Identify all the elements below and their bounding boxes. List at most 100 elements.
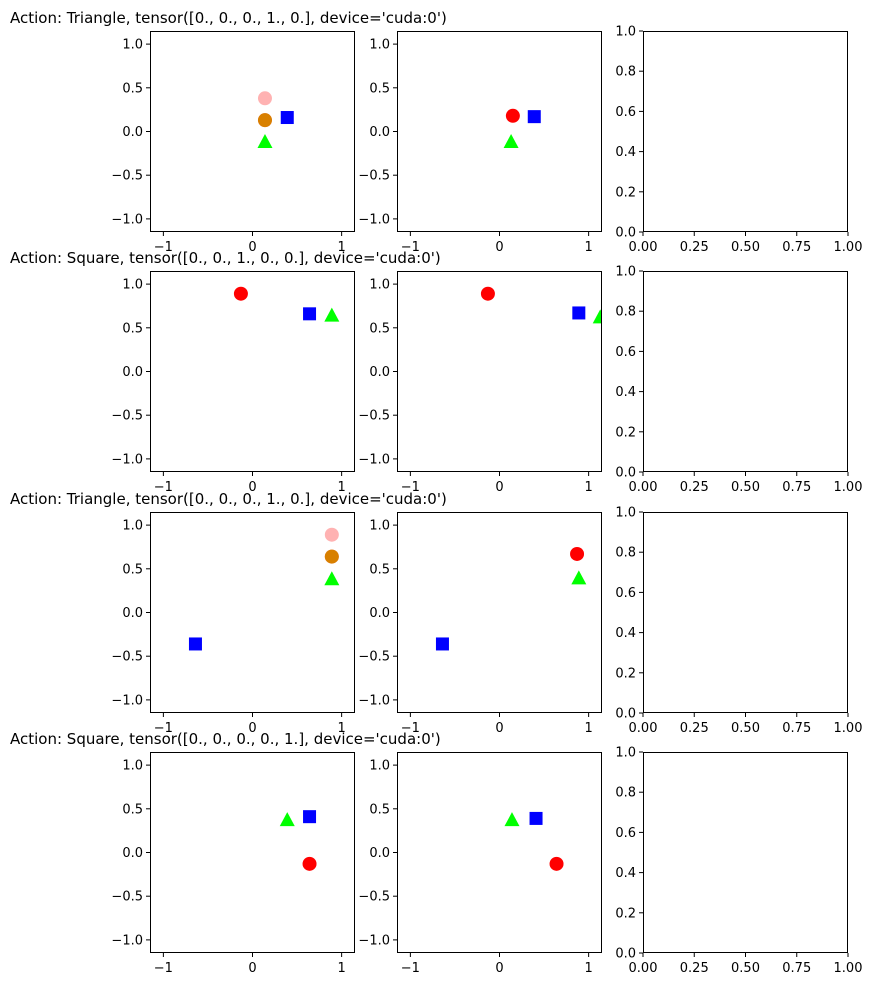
x-tick-label: 1.00 (834, 961, 863, 976)
axes-frame (150, 512, 355, 713)
row-title: Action: Triangle, tensor([0., 0., 0., 1.… (10, 9, 447, 27)
x-tick-label: 0.00 (629, 240, 658, 255)
y-tick-label: −0.5 (358, 890, 390, 905)
subplot-r4-c1: −1 0 1 −1.0 −0.5 0.0 0.5 1.0 (111, 752, 355, 976)
row-title: Action: Square, tensor([0., 0., 0., 0., … (10, 730, 441, 748)
circle-marker (302, 856, 317, 871)
x-tick-label: 0.50 (731, 240, 760, 255)
y-tick-label: −1.0 (358, 933, 390, 948)
triangle-marker (504, 812, 520, 827)
circle-marker (570, 546, 585, 561)
y-tick-label: 0.6 (615, 345, 636, 360)
circle-marker (324, 549, 339, 564)
subplot-r4-c3: 0.00 0.25 0.50 0.75 1.00 0.0 0.2 0.4 0.6 0.8 1.0 (615, 746, 862, 977)
triangle-marker (279, 812, 295, 827)
y-tick-label: 1.0 (369, 278, 390, 293)
y-tick-label: 1.0 (369, 759, 390, 774)
square-marker (529, 811, 543, 825)
y-tick-label: 1.0 (122, 759, 143, 774)
y-tick-label: 0.8 (615, 546, 636, 561)
y-tick-label: 0.5 (122, 321, 143, 336)
y-tick-label: −1.0 (111, 693, 143, 708)
circle-marker (257, 113, 272, 128)
axes-frame (397, 512, 602, 713)
y-tick-label: 0.8 (615, 65, 636, 80)
subplot-r2-c1: −1 0 1 −1.0 −0.5 0.0 0.5 1.0 (111, 271, 355, 495)
axes-frame (150, 31, 355, 232)
axes-frame (150, 271, 355, 472)
row-title: Action: Triangle, tensor([0., 0., 0., 1.… (10, 490, 447, 508)
triangle-marker (324, 571, 340, 586)
x-tick-label: −1 (401, 240, 420, 255)
plot-area (643, 512, 848, 713)
square-marker (303, 307, 317, 321)
x-tick-label: −1 (401, 961, 420, 976)
plot-area (150, 512, 355, 713)
y-tick-label: 0.0 (369, 606, 390, 621)
x-tick-label: 0 (495, 721, 503, 736)
y-tick-label: 1.0 (369, 38, 390, 53)
square-marker (188, 637, 202, 651)
markers (233, 286, 340, 322)
y-tick-label: 0.0 (122, 365, 143, 380)
x-tick-label: 0 (495, 480, 503, 495)
plot-area (397, 271, 602, 472)
x-tick-label: −1 (154, 721, 173, 736)
x-tick-label: 1.00 (834, 240, 863, 255)
subplot-r2-c3: 0.00 0.25 0.50 0.75 1.00 0.0 0.2 0.4 0.6 0.8 1.0 (615, 265, 862, 496)
circle-marker (505, 108, 520, 123)
x-tick-label: 0.75 (782, 480, 811, 495)
y-tick-label: −1.0 (358, 452, 390, 467)
y-tick-label: 1.0 (122, 278, 143, 293)
y-tick-label: −0.5 (111, 890, 143, 905)
triangle-marker (592, 309, 602, 324)
markers (188, 527, 340, 651)
x-tick-label: 1 (337, 961, 345, 976)
y-tick-label: 0.0 (369, 365, 390, 380)
y-tick-label: 0.5 (122, 562, 143, 577)
x-tick-label: 0 (248, 480, 256, 495)
y-tick-label: 0.5 (122, 81, 143, 96)
y-tick-label: 0.0 (122, 846, 143, 861)
plot-area (397, 512, 602, 713)
x-tick-label: 1 (337, 480, 345, 495)
circle-marker (549, 856, 564, 871)
markers (480, 286, 602, 324)
x-tick-label: 0 (248, 240, 256, 255)
y-tick-label: 1.0 (369, 519, 390, 534)
x-tick-label: 0 (495, 240, 503, 255)
y-tick-label: 0.4 (615, 385, 636, 400)
x-tick-label: 0.50 (731, 480, 760, 495)
x-tick-label: 1.00 (834, 721, 863, 736)
x-tick-label: 0.50 (731, 961, 760, 976)
plot-area (150, 271, 355, 472)
circle-marker (233, 286, 248, 301)
y-tick-label: 0.2 (615, 906, 636, 921)
x-tick-label: 0.25 (680, 721, 709, 736)
y-tick-label: 0.4 (615, 145, 636, 160)
y-tick-label: 0.6 (615, 826, 636, 841)
y-tick-label: 0.5 (369, 562, 390, 577)
square-marker (527, 110, 541, 124)
y-tick-label: 0.6 (615, 586, 636, 601)
y-tick-label: 1.0 (122, 38, 143, 53)
y-tick-label: −1.0 (111, 452, 143, 467)
y-tick-label: −0.5 (358, 169, 390, 184)
y-tick-label: −1.0 (358, 212, 390, 227)
x-tick-label: 0.25 (680, 240, 709, 255)
plot-area (643, 271, 848, 472)
y-tick-label: 0.6 (615, 105, 636, 120)
y-tick-label: −0.5 (111, 409, 143, 424)
subplot-r2-c2: −1 0 1 −1.0 −0.5 0.0 0.5 1.0 (358, 271, 602, 495)
triangle-marker (324, 307, 340, 322)
x-tick-label: 1 (584, 480, 592, 495)
axes-frame (397, 752, 602, 953)
x-tick-label: 0.75 (782, 961, 811, 976)
x-tick-label: 0.75 (782, 721, 811, 736)
axes-frame (397, 271, 602, 472)
x-tick-label: −1 (154, 240, 173, 255)
plot-area (643, 31, 848, 232)
markers (504, 811, 564, 871)
markers (435, 546, 587, 651)
y-tick-label: 0.2 (615, 666, 636, 681)
